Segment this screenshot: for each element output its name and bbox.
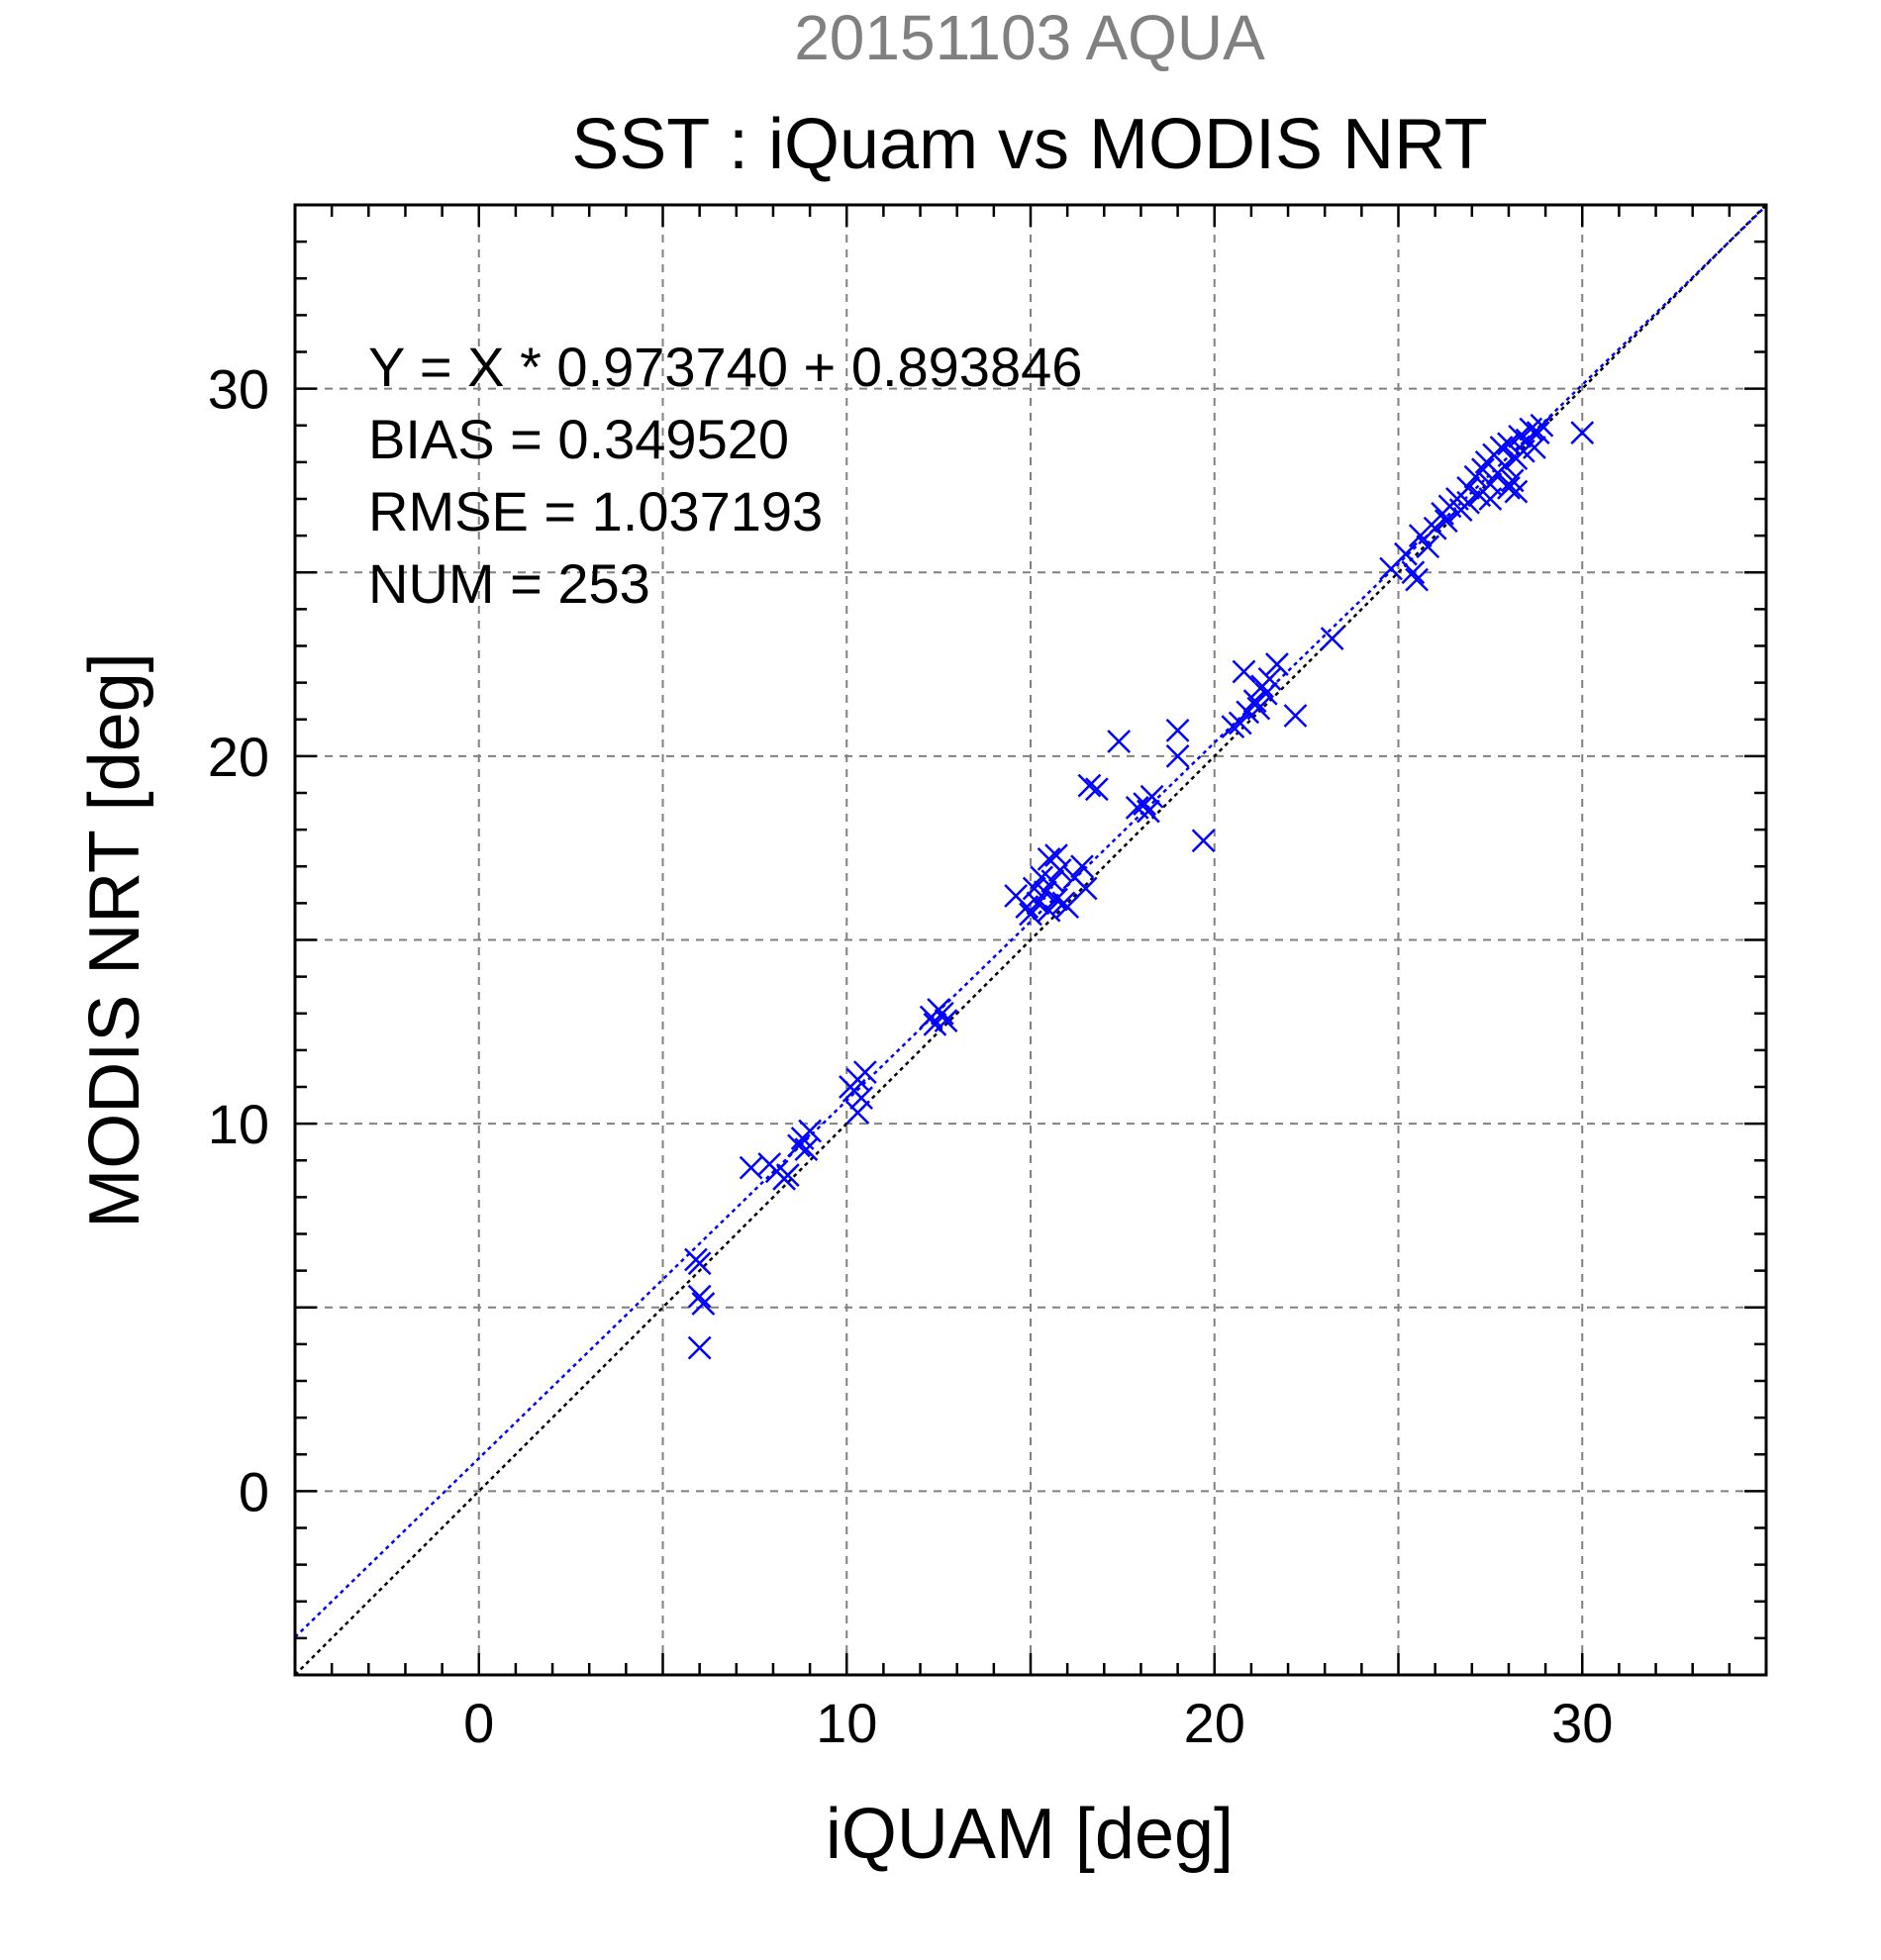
x-tick-label: 10 — [816, 1692, 877, 1754]
data-point — [1493, 453, 1518, 478]
data-point — [1530, 413, 1554, 438]
y-tick-label: 0 — [239, 1460, 269, 1522]
data-point — [1055, 895, 1080, 919]
data-point — [1526, 421, 1550, 445]
data-point — [1107, 730, 1132, 753]
data-point — [1232, 659, 1256, 684]
y-tick-label: 30 — [208, 358, 269, 421]
data-point — [687, 1284, 712, 1309]
data-point — [1044, 843, 1068, 867]
data-point — [1497, 475, 1521, 500]
data-point — [787, 1133, 811, 1158]
data-point — [1191, 829, 1216, 853]
data-points — [684, 413, 1595, 1360]
regression-line — [294, 204, 1768, 1638]
data-point — [775, 1163, 800, 1187]
data-point — [739, 1155, 763, 1180]
data-point — [1456, 490, 1480, 515]
data-point — [1257, 667, 1282, 691]
data-point — [1044, 887, 1068, 912]
data-point — [930, 1001, 954, 1026]
data-point — [1242, 689, 1267, 714]
data-point — [1394, 541, 1418, 566]
y-tick-label: 10 — [208, 1093, 269, 1155]
identity-line — [294, 204, 1767, 1676]
grid — [295, 205, 1766, 1675]
data-point — [1253, 681, 1278, 706]
stats-annotation: NUM = 253 — [368, 552, 650, 615]
data-point — [1508, 425, 1532, 448]
data-point — [1434, 509, 1458, 534]
data-point — [1478, 487, 1503, 511]
data-point — [1401, 560, 1426, 585]
data-point — [1489, 436, 1514, 459]
data-point — [1165, 719, 1190, 742]
data-point — [1523, 436, 1546, 459]
data-point — [1246, 696, 1271, 721]
data-point — [1073, 876, 1098, 901]
data-point — [1033, 880, 1057, 905]
data-point — [1228, 711, 1252, 735]
data-point — [1265, 652, 1289, 676]
x-axis-label: iQUAM [deg] — [826, 1795, 1234, 1874]
data-point — [1423, 516, 1447, 540]
data-point — [691, 1292, 716, 1316]
data-point — [1037, 898, 1061, 923]
stats-annotation: Y = X * 0.973740 + 0.893846 — [368, 336, 1082, 398]
data-point — [1077, 773, 1102, 798]
data-point — [1320, 627, 1344, 650]
data-point — [1047, 858, 1072, 882]
x-tick-label: 0 — [463, 1692, 494, 1754]
data-point — [1416, 535, 1440, 559]
data-point — [845, 1101, 870, 1125]
data-point — [798, 1119, 822, 1143]
data-point — [1070, 854, 1094, 879]
x-tick-label: 30 — [1551, 1692, 1613, 1754]
reference-lines — [294, 204, 1768, 1676]
data-point — [1504, 479, 1529, 504]
data-point — [1165, 743, 1190, 768]
data-point — [1139, 784, 1164, 809]
chart-title: SST : iQuam vs MODIS NRT — [571, 105, 1488, 184]
y-axis-label: MODIS NRT [deg] — [75, 652, 154, 1228]
data-point — [1497, 432, 1521, 456]
data-point — [1026, 891, 1050, 916]
stats-annotation: BIAS = 0.349520 — [368, 408, 789, 470]
x-tick-label: 20 — [1184, 1692, 1245, 1754]
data-point — [1136, 799, 1160, 824]
data-point — [1570, 421, 1595, 445]
y-tick-label: 20 — [208, 726, 269, 788]
chart-date-title: 20151103 AQUA — [794, 2, 1265, 73]
stats-annotation: RMSE = 1.037193 — [368, 480, 823, 542]
data-point — [839, 1075, 862, 1099]
data-point — [923, 1013, 947, 1036]
data-point — [1084, 777, 1109, 802]
data-point — [1283, 704, 1308, 728]
data-point — [1408, 524, 1433, 548]
axis-ticks: 0 10 20 30 0 10 20 30 — [208, 205, 1766, 1754]
stats-annotations: Y = X * 0.973740 + 0.893846 BIAS = 0.3495… — [368, 336, 1082, 615]
data-point — [1019, 902, 1042, 927]
data-point — [1040, 869, 1065, 893]
data-point — [1405, 567, 1429, 592]
data-point — [1471, 457, 1495, 482]
data-point — [794, 1137, 819, 1161]
data-point — [687, 1335, 712, 1360]
data-point — [687, 1251, 712, 1276]
